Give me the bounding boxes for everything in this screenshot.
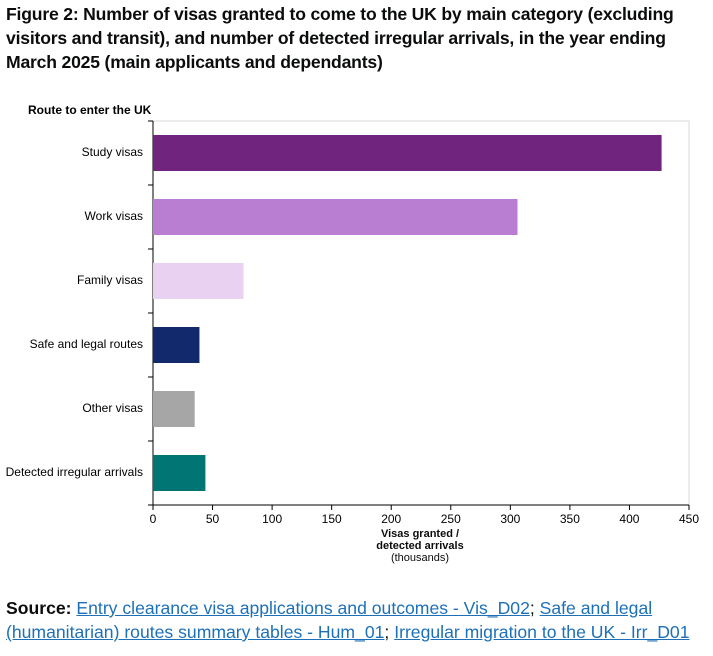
x-tick-label: 350: [560, 512, 580, 526]
y-tick-label: Study visas: [82, 145, 143, 159]
x-tick-label: 450: [679, 512, 699, 526]
source-link[interactable]: Irregular migration to the UK - Irr_D01: [394, 622, 690, 642]
source: Source: Entry clearance visa application…: [6, 596, 712, 644]
x-axis-unit: (thousands): [390, 552, 450, 564]
bar: [153, 263, 244, 299]
separator: ;: [529, 598, 535, 618]
y-tick-label: Work visas: [85, 209, 143, 223]
bar: [153, 199, 518, 235]
x-tick-label: 50: [206, 512, 220, 526]
bar: [153, 327, 200, 363]
separator: ;: [384, 622, 390, 642]
x-axis-title: Visas granted / detected arrivals (thousa…: [350, 528, 490, 564]
x-tick-label: 100: [262, 512, 282, 526]
y-axis-title: Route to enter the UK: [28, 103, 152, 117]
bar: [153, 391, 195, 427]
bar: [153, 135, 662, 171]
x-axis-label: Visas granted / detected arrivals: [376, 528, 464, 552]
y-tick-label: Other visas: [82, 401, 143, 415]
x-tick-label: 250: [441, 512, 461, 526]
x-tick-label: 200: [381, 512, 401, 526]
source-label: Source:: [6, 598, 72, 618]
plot-frame: [152, 120, 690, 506]
x-tick-label: 300: [500, 512, 520, 526]
bar: [153, 455, 206, 491]
source-link[interactable]: Safe and legal (humanitarian) routes sum…: [6, 598, 653, 642]
figure-title: Figure 2: Number of visas granted to com…: [6, 4, 674, 72]
x-tick-label: 400: [619, 512, 639, 526]
y-tick-label: Safe and legal routes: [30, 337, 143, 351]
x-tick-label: 0: [150, 512, 157, 526]
x-tick-label: 150: [322, 512, 342, 526]
y-tick-label: Detected irregular arrivals: [6, 465, 143, 479]
source-link[interactable]: Entry clearance visa applications and ou…: [76, 598, 530, 618]
y-tick-label: Family visas: [77, 273, 143, 287]
